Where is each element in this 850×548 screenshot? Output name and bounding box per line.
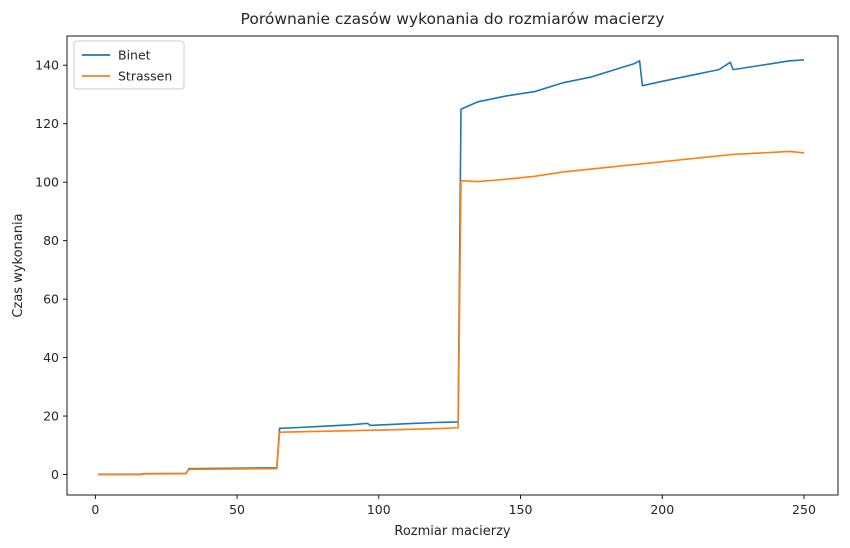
legend-label-strassen: Strassen xyxy=(118,69,172,84)
x-tick-label: 200 xyxy=(650,502,674,517)
plot-area xyxy=(66,35,839,496)
y-tick-label: 80 xyxy=(43,233,59,248)
series-line-binet xyxy=(98,59,805,476)
y-tick-label: 120 xyxy=(35,116,59,131)
y-tick-label: 20 xyxy=(43,409,59,424)
y-axis: 0 20 40 60 80 100 120 140 xyxy=(35,58,67,482)
x-tick-label: 250 xyxy=(792,502,816,517)
series-line-strassen xyxy=(98,150,805,476)
x-tick-label: 50 xyxy=(229,502,245,517)
y-tick-label: 100 xyxy=(35,175,59,190)
y-tick-label: 0 xyxy=(51,467,59,482)
plot-frame xyxy=(66,35,839,496)
x-tick-label: 150 xyxy=(509,502,533,517)
y-tick-label: 140 xyxy=(35,58,59,73)
y-tick-label: 40 xyxy=(43,350,59,365)
legend-box xyxy=(73,40,185,90)
legend-label-binet: Binet xyxy=(118,48,151,63)
y-tick-label: 60 xyxy=(43,292,59,307)
legend: Binet Strassen xyxy=(73,40,185,90)
x-axis: 0 50 100 150 200 250 xyxy=(91,495,816,517)
chart-title: Porównanie czasów wykonania do rozmiarów… xyxy=(241,10,665,28)
x-axis-title: Rozmiar macierzy xyxy=(394,524,511,539)
y-axis-title: Czas wykonania xyxy=(11,213,26,317)
x-tick-label: 0 xyxy=(91,502,99,517)
x-tick-label: 100 xyxy=(367,502,391,517)
